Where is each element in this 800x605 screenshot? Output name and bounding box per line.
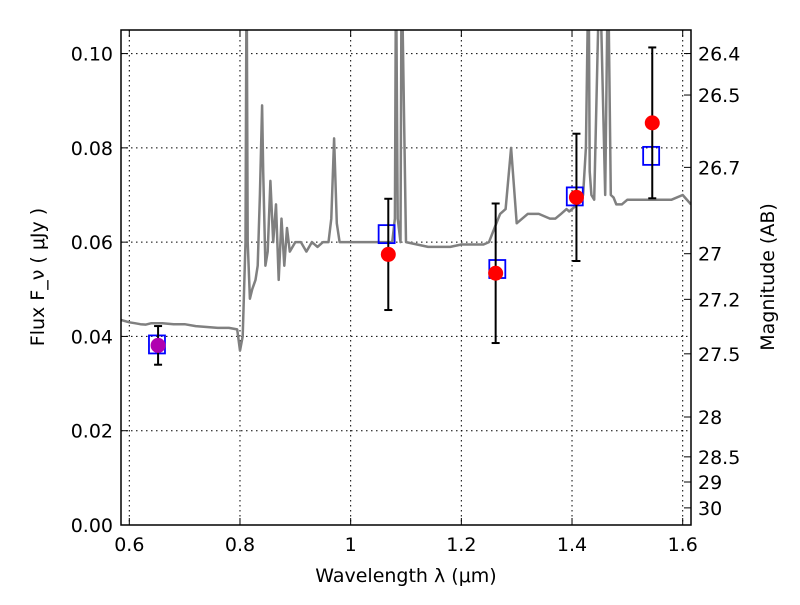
- y-axis-label: Flux F_ν ( μJy ): [27, 208, 49, 346]
- y2-tick-label: 26.5: [698, 85, 740, 107]
- x-axis-label: Wavelength λ (μm): [315, 565, 496, 587]
- plot-frame: [120, 29, 692, 526]
- model-square-point: [642, 145, 661, 166]
- observed-flux-point: [568, 189, 584, 205]
- y2-tick-label: 28.5: [698, 447, 740, 469]
- x-tick-label: 1.4: [557, 534, 587, 556]
- observed-flux-point: [644, 115, 660, 131]
- x-tick-label: 1: [345, 534, 357, 556]
- y-tick-label: 0.08: [71, 138, 113, 160]
- y-tick-label: 0.06: [71, 232, 113, 254]
- y2-tick-label: 26.4: [698, 44, 740, 66]
- y-tick-label: 0.02: [71, 421, 113, 443]
- ticks: 0.6 0.8 1 1.2 1.4 1.6 0.00 0.02 0.04 0.06 0.08 0.10…: [71, 30, 740, 556]
- y2-tick-label: 27.2: [698, 289, 740, 311]
- y2-tick-label: 27: [698, 244, 722, 266]
- y2-tick-label: 30: [698, 498, 722, 520]
- y-tick-label: 0.04: [71, 326, 113, 348]
- observed-flux-point: [488, 265, 504, 281]
- x-tick-label: 0.8: [225, 534, 255, 556]
- y-tick-label: 0.00: [71, 515, 113, 537]
- y2-axis-label: Magnitude (AB): [757, 203, 779, 351]
- data-layer: [121, 30, 691, 366]
- observed-flux-point: [380, 246, 396, 262]
- y2-tick-label: 27.5: [698, 344, 740, 366]
- x-tick-label: 0.6: [114, 534, 144, 556]
- y-tick-label: 0.10: [71, 44, 113, 66]
- y2-tick-label: 29: [698, 472, 722, 494]
- model-square-point: [377, 224, 396, 245]
- observed-flux-point: [150, 337, 166, 353]
- spectrum-line: [121, 30, 691, 352]
- x-tick-label: 1.6: [668, 534, 698, 556]
- y2-tick-label: 28: [698, 407, 722, 429]
- y2-tick-label: 26.7: [698, 157, 740, 179]
- x-tick-label: 1.2: [446, 534, 476, 556]
